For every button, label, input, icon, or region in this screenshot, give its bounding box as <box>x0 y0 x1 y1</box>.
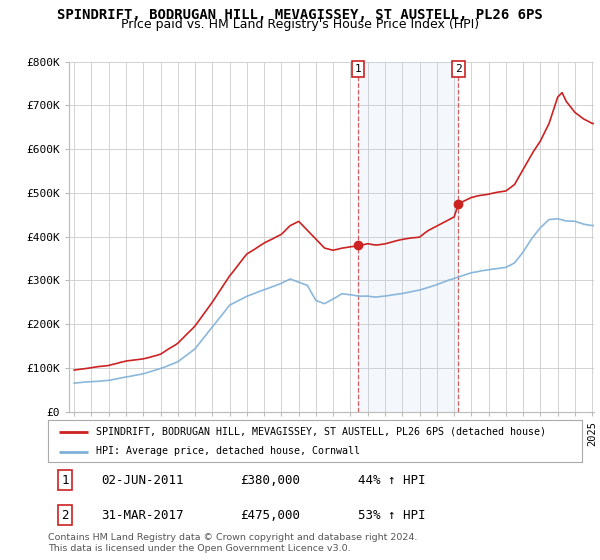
Text: Price paid vs. HM Land Registry's House Price Index (HPI): Price paid vs. HM Land Registry's House … <box>121 18 479 31</box>
Text: 44% ↑ HPI: 44% ↑ HPI <box>358 474 425 487</box>
Text: 1: 1 <box>61 474 69 487</box>
Text: SPINDRIFT, BODRUGAN HILL, MEVAGISSEY, ST AUSTELL, PL26 6PS (detached house): SPINDRIFT, BODRUGAN HILL, MEVAGISSEY, ST… <box>96 427 546 437</box>
Text: 2: 2 <box>61 508 69 521</box>
Text: 1: 1 <box>355 64 361 74</box>
Text: SPINDRIFT, BODRUGAN HILL, MEVAGISSEY, ST AUSTELL, PL26 6PS: SPINDRIFT, BODRUGAN HILL, MEVAGISSEY, ST… <box>57 8 543 22</box>
Text: 31-MAR-2017: 31-MAR-2017 <box>101 508 184 521</box>
Text: £475,000: £475,000 <box>240 508 300 521</box>
Text: HPI: Average price, detached house, Cornwall: HPI: Average price, detached house, Corn… <box>96 446 360 456</box>
Text: 02-JUN-2011: 02-JUN-2011 <box>101 474 184 487</box>
Text: Contains HM Land Registry data © Crown copyright and database right 2024.
This d: Contains HM Land Registry data © Crown c… <box>48 533 418 553</box>
Text: 2: 2 <box>455 64 462 74</box>
Text: £380,000: £380,000 <box>240 474 300 487</box>
Text: 53% ↑ HPI: 53% ↑ HPI <box>358 508 425 521</box>
Bar <box>358 62 458 412</box>
